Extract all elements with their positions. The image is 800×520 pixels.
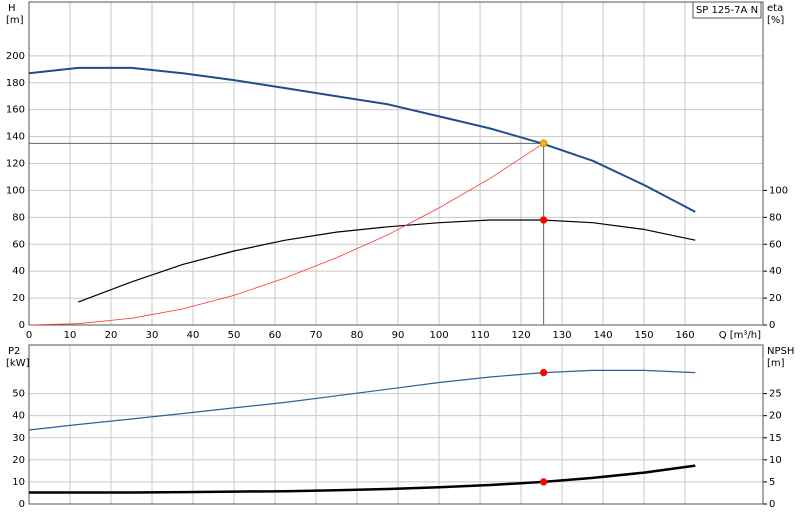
x-tick-label: 150 <box>635 330 654 341</box>
y2-tick-label: 40 <box>769 266 782 277</box>
y-tick-label: 180 <box>6 78 25 89</box>
x-axis-label: Q [m³/h] <box>719 330 761 341</box>
y-tick-label: 0 <box>19 499 25 510</box>
pump-label: SP 125-7A N <box>696 5 758 16</box>
x-tick-label: 110 <box>471 330 490 341</box>
x-tick-label: 10 <box>64 330 77 341</box>
duty-point <box>539 368 548 377</box>
x-tick-label: 140 <box>594 330 613 341</box>
y-tick-label: 10 <box>12 477 25 488</box>
curve <box>29 464 696 494</box>
y-axis-label: P2 <box>8 346 20 357</box>
curve <box>28 369 696 431</box>
x-tick-label: 30 <box>146 330 159 341</box>
x-tick-label: 100 <box>430 330 449 341</box>
curve <box>28 142 544 326</box>
y-tick-label: 40 <box>12 266 25 277</box>
x-tick-label: 160 <box>676 330 695 341</box>
y2-axis-label: eta <box>767 3 783 14</box>
y2-tick-label: 5 <box>769 477 775 488</box>
x-tick-label: 130 <box>553 330 572 341</box>
curve <box>77 219 696 303</box>
y2-tick-label: 100 <box>769 185 788 196</box>
x-tick-label: 120 <box>512 330 531 341</box>
duty-point <box>539 478 548 486</box>
x-tick-label: 40 <box>187 330 200 341</box>
y-tick-label: 30 <box>12 433 25 444</box>
y-tick-label: 0 <box>19 320 25 331</box>
y-tick-label: 40 <box>12 411 25 422</box>
curve <box>28 66 696 213</box>
y2-axis-unit: [m] <box>767 358 785 369</box>
y-tick-label: 160 <box>6 105 25 116</box>
plot-frame <box>28 344 764 505</box>
x-tick-label: 90 <box>392 330 405 341</box>
duty-point <box>539 216 548 224</box>
y-tick-label: 20 <box>12 455 25 466</box>
y2-tick-label: 20 <box>769 411 782 422</box>
y2-tick-label: 25 <box>769 389 782 400</box>
y-tick-label: 100 <box>6 185 25 196</box>
y-tick-label: 120 <box>6 159 25 170</box>
y-tick-label: 60 <box>12 239 25 250</box>
y-axis-unit: [m] <box>6 15 24 26</box>
y2-tick-label: 15 <box>769 433 782 444</box>
x-tick-label: 50 <box>228 330 241 341</box>
y-axis-unit: [kW] <box>6 358 30 369</box>
pump-label-box <box>692 1 762 19</box>
y-tick-label: 50 <box>12 389 25 400</box>
y2-axis-unit: [%] <box>767 15 784 26</box>
y-tick-label: 200 <box>6 51 25 62</box>
y2-tick-label: 20 <box>769 293 782 304</box>
y2-axis-label: NPSH <box>767 346 794 357</box>
y-tick-label: 140 <box>6 132 25 143</box>
x-tick-label: 0 <box>26 330 32 341</box>
x-tick-label: 60 <box>269 330 282 341</box>
duty-point <box>539 139 548 148</box>
y-axis-label: H <box>8 3 16 14</box>
y-tick-label: 80 <box>12 212 25 223</box>
y2-tick-label: 10 <box>769 455 782 466</box>
y-tick-label: 20 <box>12 293 25 304</box>
x-tick-label: 20 <box>105 330 118 341</box>
y2-tick-label: 0 <box>769 320 775 331</box>
x-tick-label: 70 <box>310 330 323 341</box>
plot-frame <box>28 1 764 326</box>
y2-tick-label: 0 <box>769 499 775 510</box>
y2-tick-label: 60 <box>769 239 782 250</box>
x-tick-label: 80 <box>351 330 364 341</box>
y2-tick-label: 80 <box>769 212 782 223</box>
